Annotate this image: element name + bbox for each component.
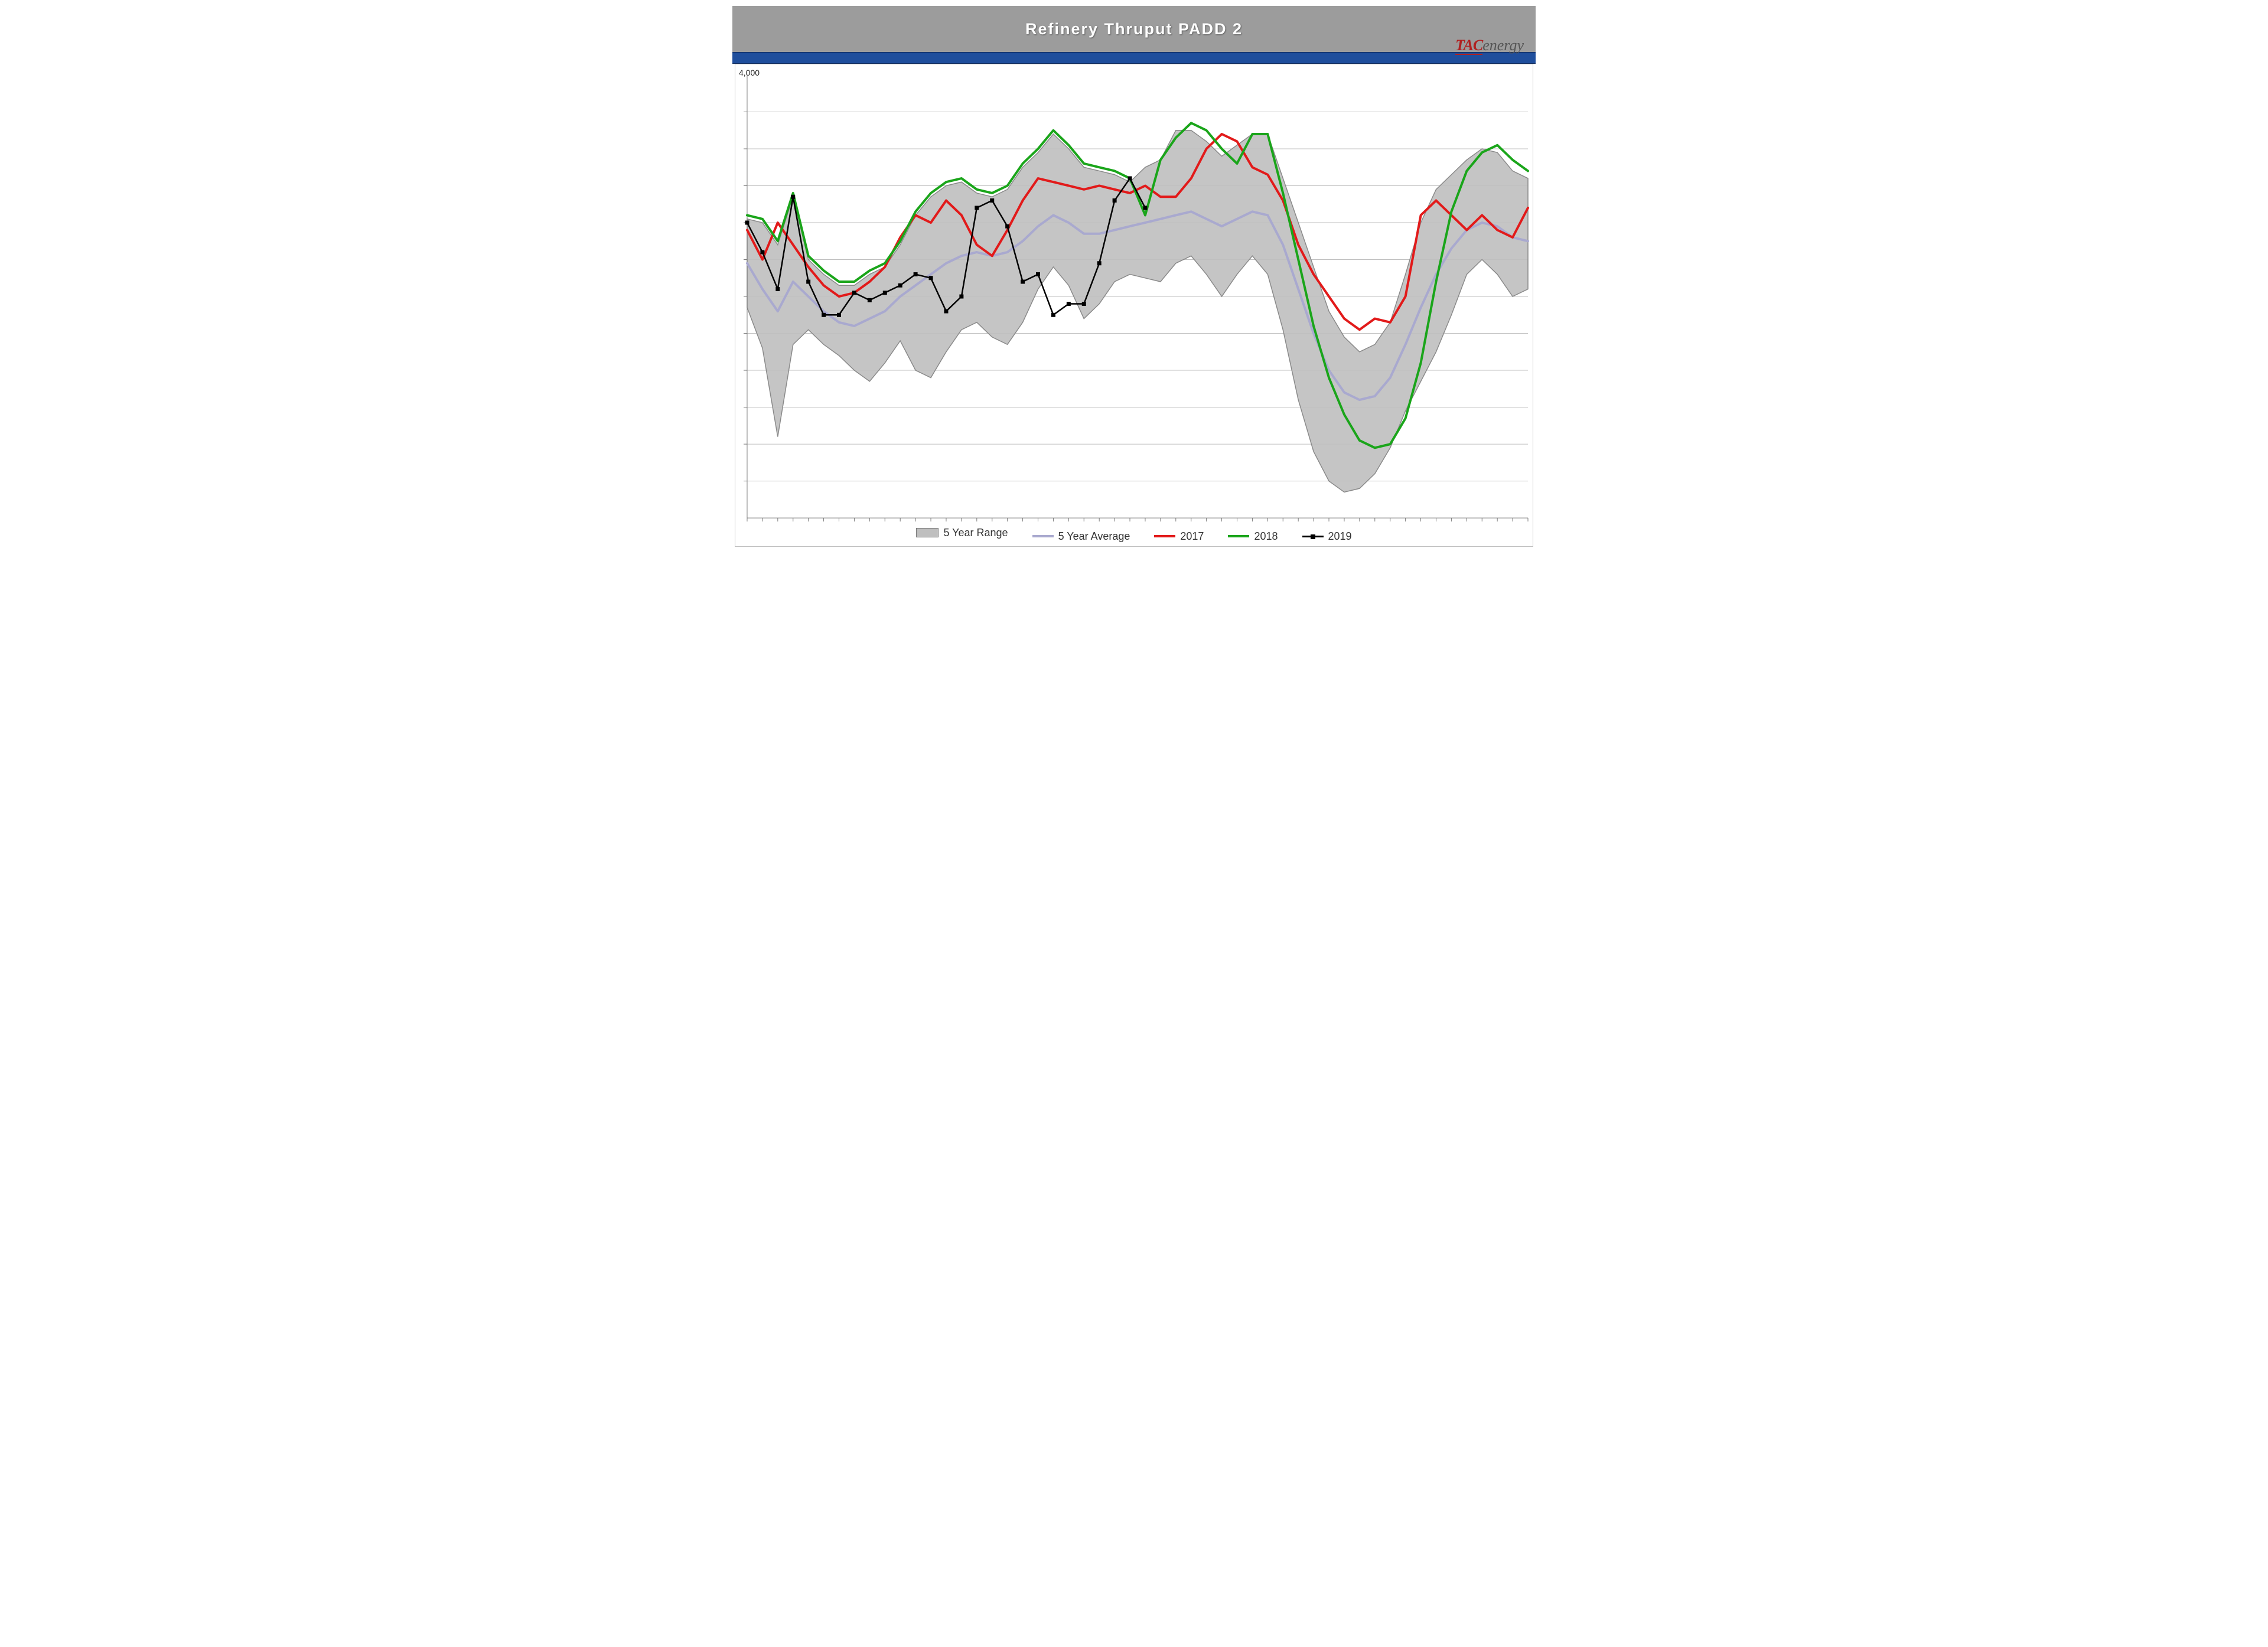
- legend-item-range: 5 Year Range: [916, 527, 1008, 539]
- brand-energy: energy: [1482, 37, 1524, 54]
- header-strip: [732, 52, 1536, 64]
- title-bar: Refinery Thruput PADD 2: [732, 6, 1536, 52]
- legend-item-2019: 2019: [1302, 530, 1352, 543]
- chart-frame: Refinery Thruput PADD 2 TACenergy 4,000 …: [726, 0, 1542, 553]
- legend-label-2017: 2017: [1180, 530, 1204, 543]
- brand-tac: TAC: [1455, 37, 1482, 55]
- chart-title: Refinery Thruput PADD 2: [1025, 20, 1243, 38]
- plot-container: 4,000 5 Year Range 5 Year Average 2017 2…: [735, 64, 1533, 547]
- legend-swatch-avg-icon: [1032, 535, 1054, 537]
- legend-label-2019: 2019: [1328, 530, 1352, 543]
- brand-logo: TACenergy: [1455, 37, 1524, 54]
- legend-swatch-2018-icon: [1228, 535, 1249, 537]
- legend-swatch-range-icon: [916, 528, 939, 537]
- legend-label-range: 5 Year Range: [943, 527, 1008, 539]
- legend-marker-2019-icon: [1311, 534, 1315, 539]
- legend-item-2017: 2017: [1154, 530, 1204, 543]
- chart-svg: [735, 64, 1533, 546]
- legend-swatch-2019-icon: [1302, 536, 1324, 537]
- legend-item-2018: 2018: [1228, 530, 1278, 543]
- legend-item-avg: 5 Year Average: [1032, 530, 1130, 543]
- legend-label-2018: 2018: [1254, 530, 1278, 543]
- legend-swatch-2017-icon: [1154, 535, 1175, 537]
- legend-label-avg: 5 Year Average: [1058, 530, 1130, 543]
- legend: 5 Year Range 5 Year Average 2017 2018 20…: [735, 527, 1533, 543]
